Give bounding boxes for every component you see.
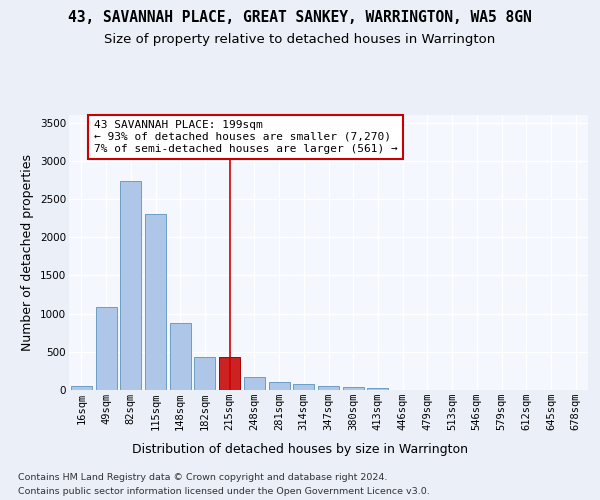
Bar — [244, 376, 265, 390]
Bar — [367, 388, 388, 390]
Text: 43 SAVANNAH PLACE: 199sqm
← 93% of detached houses are smaller (7,270)
7% of sem: 43 SAVANNAH PLACE: 199sqm ← 93% of detac… — [94, 120, 397, 154]
Bar — [318, 386, 339, 390]
Bar — [71, 386, 92, 390]
Bar — [219, 357, 240, 390]
Bar — [194, 357, 215, 390]
Bar — [95, 306, 116, 390]
Bar — [120, 182, 141, 390]
Text: Size of property relative to detached houses in Warrington: Size of property relative to detached ho… — [104, 32, 496, 46]
Text: Distribution of detached houses by size in Warrington: Distribution of detached houses by size … — [132, 442, 468, 456]
Bar — [170, 323, 191, 390]
Y-axis label: Number of detached properties: Number of detached properties — [22, 154, 34, 351]
Bar — [293, 384, 314, 390]
Bar — [145, 214, 166, 390]
Text: Contains public sector information licensed under the Open Government Licence v3: Contains public sector information licen… — [18, 488, 430, 496]
Bar — [269, 382, 290, 390]
Text: Contains HM Land Registry data © Crown copyright and database right 2024.: Contains HM Land Registry data © Crown c… — [18, 472, 388, 482]
Text: 43, SAVANNAH PLACE, GREAT SANKEY, WARRINGTON, WA5 8GN: 43, SAVANNAH PLACE, GREAT SANKEY, WARRIN… — [68, 10, 532, 25]
Bar — [343, 388, 364, 390]
